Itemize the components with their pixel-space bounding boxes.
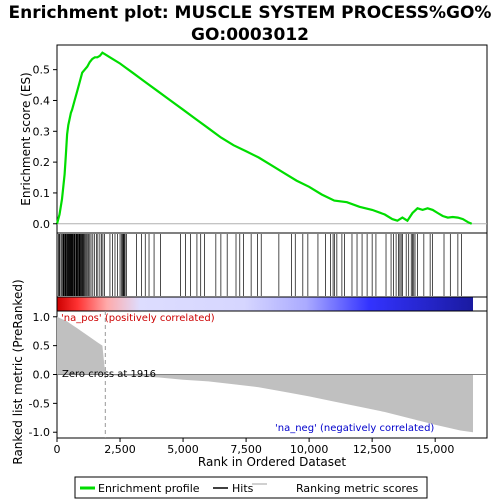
metric-y-tick-label: 1.0: [33, 311, 51, 324]
x-tick-label: 7,500: [230, 443, 262, 456]
metric-layer: [57, 311, 487, 438]
neg-label: 'na_neg' (negatively correlated): [275, 423, 434, 434]
es-axis-label: Enrichment score (ES): [19, 72, 33, 205]
es-panel: [56, 44, 488, 234]
x-tick-label: 12,500: [353, 443, 392, 456]
pos-label: 'na_pos' (positively correlated): [61, 313, 215, 324]
axis-layer: 0.0 0.1 0.2 0.3 0.4 0.5 1.0 0.5 0.0 -0.5 -1.0 0 2,50…: [29, 64, 455, 456]
x-tick-label: 5,000: [167, 443, 199, 456]
chart-title-line1: Enrichment plot: MUSCLE SYSTEM PROCESS%G…: [9, 3, 492, 23]
metric-y-tick-label: 0.0: [33, 369, 51, 382]
rank-color-bar-frame: [56, 296, 488, 312]
es-y-tick-label: 0.5: [33, 64, 51, 77]
hits-layer: [58, 234, 463, 296]
es-y-tick-label: 0.4: [33, 94, 51, 107]
es-y-tick-label: 0.1: [33, 187, 51, 200]
x-tick-label: 10,000: [290, 443, 329, 456]
rank-color-bar: [57, 297, 473, 311]
es-y-tick-label: 0.3: [33, 125, 51, 138]
es-layer: [55, 51, 487, 225]
legend-hits-label: Hits: [232, 482, 254, 495]
es-y-tick-label: 0.0: [33, 218, 51, 231]
es-line: [55, 51, 473, 225]
chart-title-line2: GO:0003012: [191, 25, 309, 45]
x-tick-label: 0: [54, 443, 61, 456]
legend-es-label: Enrichment profile: [98, 482, 200, 495]
legend-metric-label: Ranking metric scores: [296, 482, 418, 495]
metric-y-tick-label: 0.5: [33, 340, 51, 353]
es-y-tick-label: 0.2: [33, 156, 51, 169]
metric-y-tick-label: -1.0: [29, 426, 50, 439]
x-tick-label: 2,500: [104, 443, 136, 456]
metric-axis-label: Ranked list metric (PreRanked): [11, 279, 25, 464]
zero-cross-label: Zero cross at 1916: [62, 369, 156, 380]
x-axis-label: Rank in Ordered Dataset: [198, 455, 346, 469]
metric-y-tick-label: -0.5: [29, 397, 50, 410]
legend-box: [74, 476, 428, 499]
x-tick-label: 15,000: [416, 443, 455, 456]
